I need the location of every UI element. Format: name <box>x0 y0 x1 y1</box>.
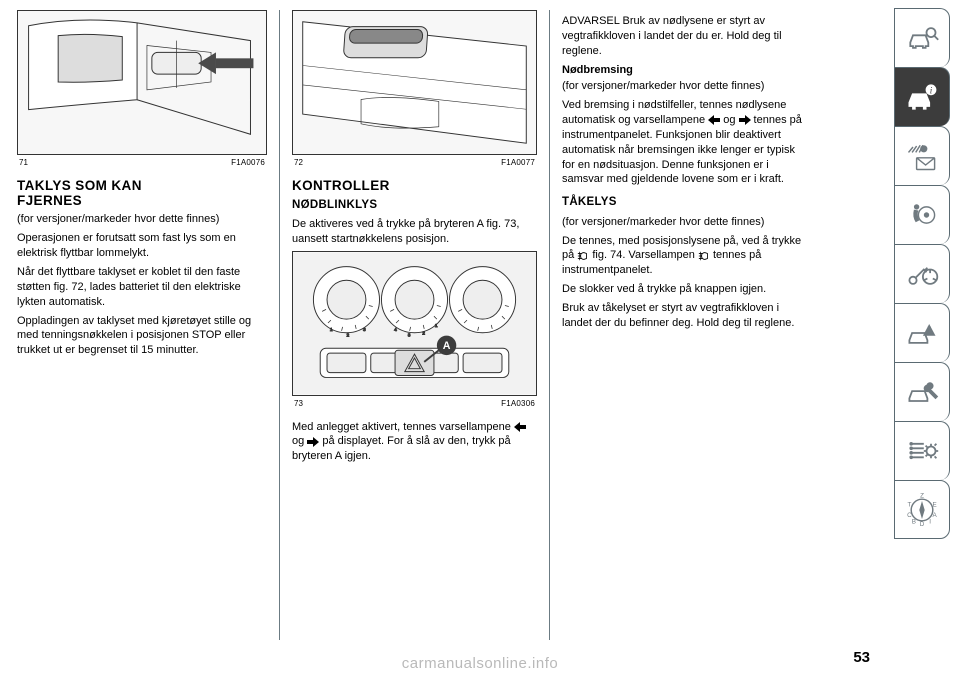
left-turn-icon <box>514 422 526 432</box>
svg-text:E: E <box>932 501 936 508</box>
figure-71 <box>17 10 267 155</box>
svg-text:B: B <box>912 518 916 525</box>
column-3: ADVARSEL Bruk av nødlysene er styrt av v… <box>550 10 820 640</box>
right-turn-icon <box>307 437 319 447</box>
svg-text:1: 1 <box>330 327 333 333</box>
heading-kontroller: KONTROLLER <box>292 179 537 194</box>
figure-72-caption: 72 F1A0077 <box>294 158 535 169</box>
svg-text:A: A <box>443 340 451 352</box>
column-1: 71 F1A0076 TAKLYS SOM KAN FJERNES (for v… <box>10 10 280 640</box>
svg-text:A: A <box>932 512 937 519</box>
side-icon-car-wrench <box>894 362 950 421</box>
col1-p4: Oppladingen av taklyset med kjøretøyet s… <box>17 314 267 359</box>
svg-text:3: 3 <box>408 332 411 338</box>
watermark: carmanualsonline.info <box>402 654 558 674</box>
fig-num: 71 <box>19 158 28 169</box>
col3-p7: Bruk av tåkelyset er styrt av vegtrafikk… <box>562 301 808 331</box>
column-2: 72 F1A0077 KONTROLLER NØDBLINKLYS De akt… <box>280 10 550 640</box>
svg-text:T: T <box>907 501 911 508</box>
col1-p1: (for versjoner/markeder hvor dette finne… <box>17 212 267 227</box>
svg-text:2: 2 <box>346 332 349 338</box>
svg-text:2: 2 <box>422 331 425 337</box>
col3-p1: ADVARSEL Bruk av nødlysene er styrt av v… <box>562 14 808 59</box>
col1-p3: Når det flyttbare taklyset er koblet til… <box>17 265 267 310</box>
page-number: 53 <box>853 648 870 668</box>
col1-p2: Operasjonen er forutsatt som fast lys so… <box>17 231 267 261</box>
side-icon-list-gear <box>894 421 950 480</box>
right-turn-icon <box>739 115 751 125</box>
foglight-icon <box>577 251 589 261</box>
col3-p6: De slokker ved å trykke på knappen igjen… <box>562 282 808 297</box>
heading-taklys: TAKLYS SOM KAN FJERNES <box>17 179 267 209</box>
figure-72 <box>292 10 537 155</box>
side-icon-compass: Z E A D C T B I <box>894 480 950 539</box>
sidebar-nav: i <box>894 8 950 539</box>
figure-73: 1 2 3 4 3 2 1 <box>292 251 537 396</box>
fig-code: F1A0306 <box>501 399 535 410</box>
fig-num: 72 <box>294 158 303 169</box>
side-icon-car-warning <box>894 303 950 362</box>
fig-num: 73 <box>294 399 303 410</box>
figure-73-caption: 73 F1A0306 <box>294 399 535 410</box>
col2-p2: Med anlegget aktivert, tennes varsellamp… <box>292 420 537 465</box>
page-content: 71 F1A0076 TAKLYS SOM KAN FJERNES (for v… <box>0 0 870 640</box>
heading-nodblinklys: NØDBLINKLYS <box>292 198 537 214</box>
side-icon-car-search <box>894 8 950 67</box>
col3-p4: (for versjoner/markeder hvor dette finne… <box>562 215 808 230</box>
col3-nodbremsing: Nødbremsing <box>562 63 808 78</box>
col3-p5: De tennes, med posisjonslysene på, ved å… <box>562 234 808 279</box>
figure-71-caption: 71 F1A0076 <box>19 158 265 169</box>
foglight-icon <box>698 251 710 261</box>
svg-text:3: 3 <box>363 327 366 333</box>
col3-p3: Ved bremsing i nødstilfeller, tennes nød… <box>562 98 808 187</box>
svg-text:4: 4 <box>394 327 397 333</box>
col2-p1: De aktiveres ved å trykke på bryteren A … <box>292 217 537 247</box>
left-turn-icon <box>708 115 720 125</box>
fig-code: F1A0076 <box>231 158 265 169</box>
col3-p2: (for versjoner/markeder hvor dette finne… <box>562 79 808 94</box>
svg-text:I: I <box>929 518 931 525</box>
svg-text:Z: Z <box>920 492 924 499</box>
svg-text:D: D <box>920 521 925 528</box>
side-icon-car-info: i <box>894 67 950 126</box>
side-icon-light-mail <box>894 126 950 185</box>
side-icon-key-wheel <box>894 244 950 303</box>
side-icon-airbag <box>894 185 950 244</box>
svg-text:1: 1 <box>435 323 438 329</box>
heading-takelys: TÅKELYS <box>562 195 808 211</box>
fig-code: F1A0077 <box>501 158 535 169</box>
